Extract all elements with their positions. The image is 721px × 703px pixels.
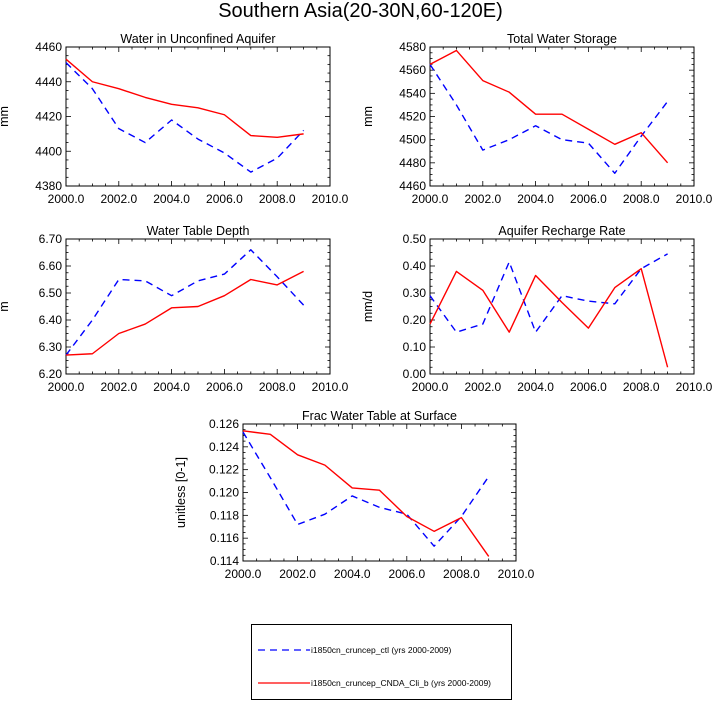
y-tick-label: 4400 [35, 144, 62, 158]
y-tick-label: 4540 [399, 86, 426, 100]
x-tick-label: 2010.0 [498, 567, 535, 581]
y-axis-label: mm [0, 106, 11, 127]
y-axis-label: mm/d [361, 291, 375, 322]
plot-frame [65, 46, 331, 187]
y-tick-label: 0.40 [403, 259, 427, 273]
legend: i1850cn_cruncep_ctl (yrs 2000-2009) i185… [251, 624, 512, 700]
main-title: Southern Asia(20-30N,60-120E) [218, 0, 503, 22]
y-tick-label: 4560 [399, 63, 426, 77]
chart-title-frac-water-table-at-surface: Frac Water Table at Surface [302, 409, 457, 423]
chart-total-water-storage: 2000.0 2002.0 2004.0 2006.0 2008.0 2010.0 4460… [361, 32, 713, 206]
chart-title-water-table-depth: Water Table Depth [147, 224, 250, 238]
y-tick-label: 4480 [399, 156, 426, 170]
series-line-cnda [429, 49, 669, 164]
x-tick-label: 2008.0 [259, 380, 296, 394]
chart-title-water-in-unconfined-aquifer: Water in Unconfined Aquifer [120, 32, 275, 46]
legend-swatch-ctl [258, 649, 310, 651]
series-line-ctl [65, 62, 305, 173]
y-tick-label: 0.00 [403, 367, 427, 381]
series-line-ctl [242, 431, 490, 547]
y-tick-label: 4460 [35, 40, 62, 54]
x-tick-label: 2004.0 [517, 192, 554, 206]
series-line-ctl [65, 249, 305, 356]
legend-swatch-cnda [258, 682, 310, 684]
x-tick-label: 2006.0 [206, 192, 243, 206]
y-tick-label: 4460 [399, 179, 426, 193]
y-axis-label: m [0, 301, 11, 311]
x-tick-label: 2004.0 [517, 380, 554, 394]
y-tick-label: 0.122 [209, 463, 239, 477]
x-tick-label: 2010.0 [312, 380, 349, 394]
chart-title-aquifer-recharge-rate: Aquifer Recharge Rate [498, 224, 625, 238]
y-tick-label: 0.120 [209, 486, 239, 500]
chart-title-total-water-storage: Total Water Storage [507, 32, 617, 46]
x-tick-label: 2008.0 [623, 192, 660, 206]
y-tick-label: 6.40 [39, 313, 63, 327]
y-tick-label: 0.20 [403, 313, 427, 327]
x-tick-label: 2002.0 [100, 380, 137, 394]
series-line-ctl [429, 63, 669, 174]
y-tick-label: 6.60 [39, 259, 63, 273]
x-tick-label: 2000.0 [48, 380, 85, 394]
series-line-ctl [429, 253, 668, 333]
y-tick-label: 4440 [35, 75, 62, 89]
x-tick-label: 2006.0 [570, 192, 607, 206]
x-tick-label: 2006.0 [570, 380, 607, 394]
y-axis-label: unitless [0-1] [174, 457, 188, 528]
x-tick-label: 2000.0 [412, 192, 449, 206]
x-tick-label: 2002.0 [279, 567, 316, 581]
legend-label-cnda: i1850cn_cruncep_CNDA_Cli_b (yrs 2000-200… [311, 678, 492, 688]
chart-aquifer-recharge-rate: 2000.0 2002.0 2004.0 2006.0 2008.0 2010.0 0.00… [361, 224, 713, 394]
x-tick-label: 2008.0 [259, 192, 296, 206]
y-tick-label: 6.50 [39, 286, 63, 300]
x-tick-label: 2002.0 [464, 380, 501, 394]
y-tick-label: 6.30 [39, 340, 63, 354]
y-tick-label: 6.20 [39, 367, 63, 381]
y-tick-label: 4420 [35, 110, 62, 124]
legend-item-cnda: i1850cn_cruncep_CNDA_Cli_b (yrs 2000-200… [252, 676, 511, 690]
x-tick-label: 2004.0 [334, 567, 371, 581]
series-line-cnda [65, 270, 304, 356]
x-tick-label: 2008.0 [443, 567, 480, 581]
chart-water-unconfined-aquifer: 2000.0 2002.0 2004.0 2006.0 2008.0 2010.0 4380… [0, 32, 349, 206]
chart-frac-water-table-surface: 2000.0 2002.0 2004.0 2006.0 2008.0 2010.0 0.11… [174, 409, 535, 581]
y-tick-label: 0.126 [209, 417, 239, 431]
series-line-cnda [65, 58, 304, 139]
y-tick-label: 0.50 [403, 232, 427, 246]
legend-item-ctl: i1850cn_cruncep_ctl (yrs 2000-2009) [252, 643, 511, 657]
x-tick-label: 2006.0 [388, 567, 425, 581]
series-line-cnda [242, 430, 490, 557]
chart-water-table-depth: 2000.0 2002.0 2004.0 2006.0 2008.0 2010.0 6.20… [0, 224, 349, 394]
plot-frame [429, 238, 695, 375]
y-tick-label: 4520 [399, 110, 426, 124]
x-tick-label: 2000.0 [48, 192, 85, 206]
x-tick-label: 2010.0 [312, 192, 349, 206]
x-tick-label: 2004.0 [153, 192, 190, 206]
series-line-cnda [429, 268, 669, 368]
y-axis-label: mm [361, 106, 375, 127]
plot-frame [429, 46, 695, 187]
y-tick-label: 0.118 [210, 508, 239, 522]
x-tick-label: 2002.0 [100, 192, 137, 206]
x-tick-label: 2010.0 [676, 192, 713, 206]
y-tick-label: 0.124 [209, 440, 239, 454]
x-tick-label: 2002.0 [464, 192, 501, 206]
x-tick-label: 2004.0 [153, 380, 190, 394]
x-tick-label: 2010.0 [676, 380, 713, 394]
x-tick-label: 2008.0 [623, 380, 660, 394]
x-tick-label: 2000.0 [412, 380, 449, 394]
y-tick-label: 0.116 [210, 531, 239, 545]
y-tick-label: 0.10 [403, 340, 427, 354]
y-tick-label: 4580 [399, 40, 426, 54]
y-tick-label: 4380 [35, 179, 62, 193]
y-tick-label: 4500 [399, 133, 426, 147]
x-tick-label: 2006.0 [206, 380, 243, 394]
y-tick-label: 0.114 [210, 554, 239, 568]
legend-label-ctl: i1850cn_cruncep_ctl (yrs 2000-2009) [311, 645, 452, 655]
y-tick-label: 0.30 [403, 286, 427, 300]
y-tick-label: 6.70 [39, 232, 63, 246]
x-tick-label: 2000.0 [225, 567, 262, 581]
